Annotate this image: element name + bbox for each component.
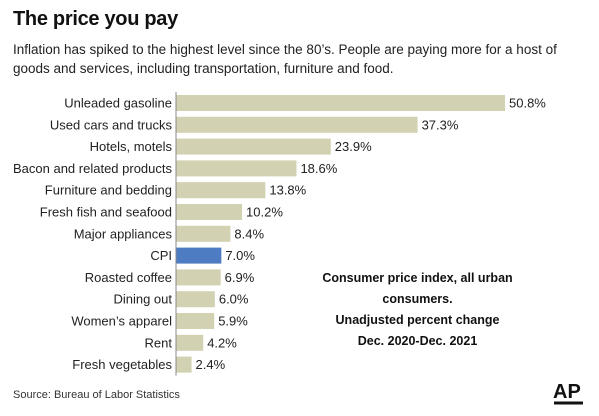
value-label-used-cars-and-trucks: 37.3%	[422, 117, 459, 132]
bar-furniture-and-bedding	[176, 182, 266, 199]
category-label-cpi: CPI	[150, 248, 172, 263]
bar-cpi	[176, 247, 222, 264]
category-label-fresh-fish-and-seafood: Fresh fish and seafood	[40, 205, 172, 220]
bar-bacon-and-related-products	[176, 160, 297, 177]
bar-major-appliances	[176, 225, 231, 242]
value-label-furniture-and-bedding: 13.8%	[269, 183, 306, 198]
bar-fresh-vegetables	[176, 356, 192, 373]
value-label-hotels-motels: 23.9%	[335, 139, 372, 154]
ap-logo: AP	[553, 381, 583, 405]
chart-annotation: Consumer price index, all urban consumer…	[290, 268, 545, 352]
value-label-unleaded-gasoline: 50.8%	[509, 96, 546, 111]
bar-rent	[176, 334, 204, 351]
category-label-major-appliances: Major appliances	[74, 226, 173, 241]
value-label-rent: 4.2%	[207, 335, 237, 350]
category-label-bacon-and-related-products: Bacon and related products	[13, 161, 172, 176]
value-label-women-s-apparel: 5.9%	[218, 314, 248, 329]
annotation-line-3: Dec. 2020-Dec. 2021	[357, 334, 478, 348]
category-label-hotels-motels: Hotels, motels	[90, 139, 173, 154]
annotation-line-1: Consumer price index, all urban consumer…	[322, 271, 513, 306]
value-label-roasted-coffee: 6.9%	[225, 270, 255, 285]
bar-used-cars-and-trucks	[176, 116, 418, 133]
value-label-bacon-and-related-products: 18.6%	[300, 161, 337, 176]
bar-dining-out	[176, 291, 215, 308]
bar-hotels-motels	[176, 138, 331, 155]
category-label-furniture-and-bedding: Furniture and bedding	[45, 183, 172, 198]
category-label-fresh-vegetables: Fresh vegetables	[72, 357, 172, 372]
bar-fresh-fish-and-seafood	[176, 204, 243, 220]
chart-subtitle: Inflation has spiked to the highest leve…	[13, 42, 557, 76]
source-note: Source: Bureau of Labor Statistics	[13, 389, 180, 401]
category-label-women-s-apparel: Women’s apparel	[71, 314, 172, 329]
value-label-cpi: 7.0%	[225, 248, 255, 263]
ap-logo-text: AP	[553, 381, 581, 403]
category-label-rent: Rent	[145, 335, 173, 350]
value-label-major-appliances: 8.4%	[234, 226, 264, 241]
bar-women-s-apparel	[176, 313, 215, 329]
category-label-used-cars-and-trucks: Used cars and trucks	[50, 117, 173, 132]
value-label-fresh-fish-and-seafood: 10.2%	[246, 205, 283, 220]
value-label-fresh-vegetables: 2.4%	[196, 357, 226, 372]
annotation-line-2: Unadjusted percent change	[335, 313, 500, 327]
bar-roasted-coffee	[176, 269, 221, 286]
category-label-roasted-coffee: Roasted coffee	[85, 270, 172, 285]
category-label-dining-out: Dining out	[113, 292, 172, 307]
category-label-unleaded-gasoline: Unleaded gasoline	[64, 96, 172, 111]
value-label-dining-out: 6.0%	[219, 292, 249, 307]
bar-unleaded-gasoline	[176, 95, 505, 111]
chart-title: The price you pay	[13, 8, 178, 30]
